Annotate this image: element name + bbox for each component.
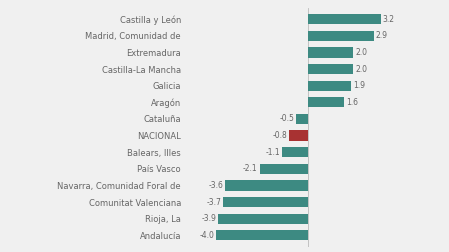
Text: -0.5: -0.5	[279, 114, 295, 123]
Text: -3.6: -3.6	[208, 181, 224, 190]
Bar	[216, 230, 308, 240]
Text: -3.9: -3.9	[202, 214, 216, 223]
Bar	[308, 31, 374, 41]
Bar	[296, 114, 308, 124]
Text: 2.0: 2.0	[355, 48, 367, 57]
Bar	[308, 81, 351, 91]
Bar	[289, 131, 308, 141]
Text: 1.9: 1.9	[353, 81, 365, 90]
Bar	[308, 47, 353, 58]
Bar	[223, 197, 308, 207]
Text: 3.2: 3.2	[383, 15, 395, 24]
Text: 2.9: 2.9	[376, 31, 388, 40]
Bar	[308, 97, 344, 107]
Bar	[282, 147, 308, 157]
Text: 1.6: 1.6	[346, 98, 358, 107]
Text: -4.0: -4.0	[199, 231, 214, 240]
Text: -3.7: -3.7	[206, 198, 221, 207]
Text: -0.8: -0.8	[273, 131, 287, 140]
Bar	[260, 164, 308, 174]
Bar	[308, 64, 353, 74]
Text: -1.1: -1.1	[266, 148, 281, 157]
Bar	[225, 180, 308, 191]
Bar	[308, 14, 381, 24]
Text: 2.0: 2.0	[355, 65, 367, 74]
Text: -2.1: -2.1	[243, 164, 258, 173]
Bar	[218, 213, 308, 224]
